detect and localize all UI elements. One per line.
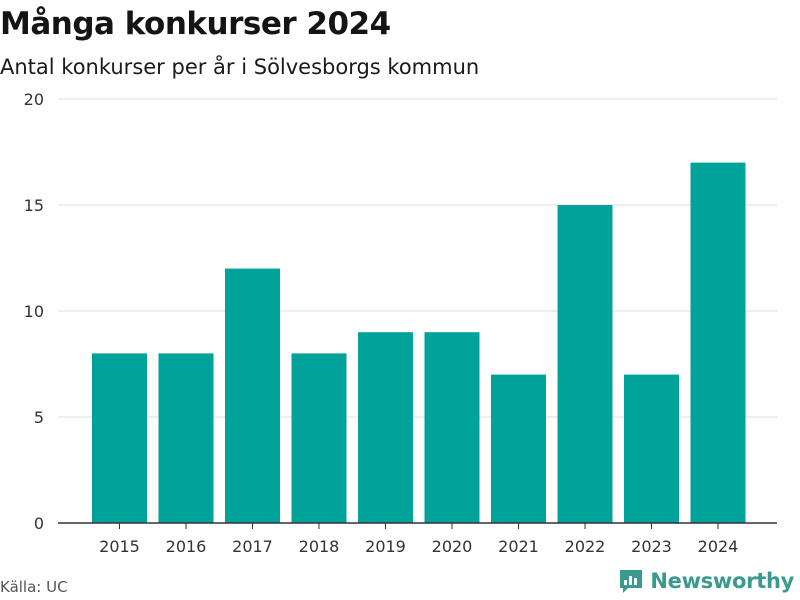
x-tick-label: 2021 bbox=[498, 537, 539, 556]
y-tick-label: 10 bbox=[24, 302, 44, 321]
bar-2022 bbox=[557, 205, 613, 523]
x-tick-label: 2022 bbox=[565, 537, 606, 556]
chart-subtitle: Antal konkurser per år i Sölvesborgs kom… bbox=[0, 55, 480, 79]
bars bbox=[92, 162, 746, 523]
bar-2021 bbox=[491, 374, 546, 523]
y-axis-labels: 0 5 10 15 20 bbox=[24, 90, 44, 533]
bar-2015 bbox=[92, 353, 147, 523]
x-tick-label: 2019 bbox=[365, 537, 406, 556]
bar-2016 bbox=[158, 353, 214, 523]
bar-2020 bbox=[424, 332, 480, 523]
x-tick-label: 2018 bbox=[299, 537, 340, 556]
y-tick-label: 5 bbox=[34, 408, 44, 427]
bar-2017 bbox=[225, 268, 280, 523]
y-tick-label: 20 bbox=[24, 90, 44, 109]
y-tick-label: 0 bbox=[34, 514, 44, 533]
bar-2024 bbox=[690, 162, 746, 523]
x-tick-label: 2015 bbox=[99, 537, 140, 556]
source-note: Källa: UC bbox=[0, 578, 68, 596]
brand-logo: Newsworthy bbox=[618, 568, 794, 594]
x-tick-label: 2024 bbox=[698, 537, 739, 556]
brand-name: Newsworthy bbox=[650, 569, 794, 593]
bar-2018 bbox=[291, 353, 347, 523]
bar-2019 bbox=[358, 332, 413, 523]
y-tick-label: 15 bbox=[24, 196, 44, 215]
x-axis-labels: 2015 2016 2017 2018 2019 2020 2021 2022 2023 2024 bbox=[99, 523, 738, 556]
x-tick-label: 2016 bbox=[166, 537, 207, 556]
x-tick-label: 2017 bbox=[232, 537, 273, 556]
newsworthy-icon bbox=[620, 570, 643, 593]
bar-2023 bbox=[624, 374, 679, 523]
chart-title: Många konkurser 2024 bbox=[0, 6, 391, 42]
x-tick-label: 2020 bbox=[432, 537, 473, 556]
x-tick-label: 2023 bbox=[631, 537, 672, 556]
